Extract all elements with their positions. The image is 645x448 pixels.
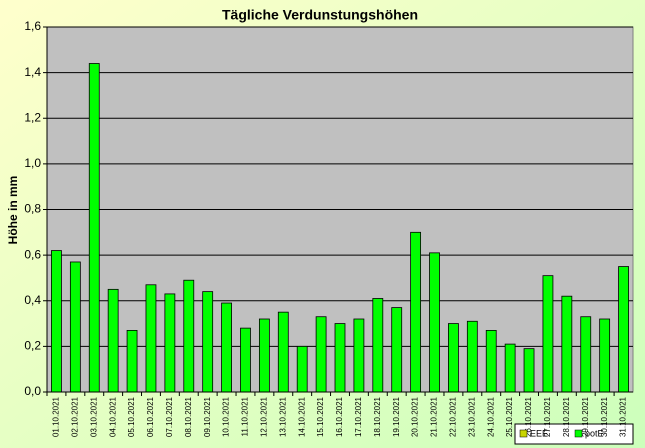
bar: [164, 293, 176, 393]
y-tick-label: 1,6: [24, 19, 41, 33]
x-tick-label: 02.10.2021: [70, 396, 79, 437]
y-tick-label: 0,4: [24, 293, 41, 307]
bar: [107, 288, 119, 393]
x-tick-label: 21.10.2021: [430, 396, 439, 437]
x-tick-label: 18.10.2021: [373, 396, 382, 437]
bar: [618, 266, 629, 393]
bar: [372, 298, 384, 393]
bar: [145, 284, 157, 393]
x-tick-label: 12.10.2021: [259, 396, 268, 437]
y-tick-label: 0,6: [24, 247, 41, 261]
x-tick-label: 14.10.2021: [297, 396, 306, 437]
x-tick-label: 29.10.2021: [581, 396, 590, 437]
x-tick-label: 05.10.2021: [127, 396, 136, 437]
x-tick-label: 20.10.2021: [411, 396, 420, 437]
bar: [202, 291, 214, 393]
bar: [599, 318, 611, 393]
x-tick-label: 01.10.2021: [52, 396, 61, 437]
legend-label: potE: [585, 428, 604, 438]
x-tick-label: 24.10.2021: [486, 396, 495, 437]
y-tick-label: 0,0: [24, 384, 41, 398]
x-tick-label: 27.10.2021: [543, 396, 552, 437]
bar: [542, 275, 554, 393]
x-tick-label: 28.10.2021: [562, 396, 571, 437]
legend: [514, 423, 634, 445]
x-tick-label: 22.10.2021: [449, 396, 458, 437]
bar: [296, 345, 308, 393]
bar: [523, 348, 535, 393]
bar: [277, 311, 289, 393]
x-tick-label: 07.10.2021: [165, 396, 174, 437]
bar: [315, 316, 327, 393]
y-tick-label: 1,4: [24, 65, 41, 79]
x-tick-label: 17.10.2021: [354, 396, 363, 437]
y-tick-label: 0,2: [24, 339, 41, 353]
x-tick-label: 08.10.2021: [184, 396, 193, 437]
bar: [580, 316, 592, 393]
bar: [466, 320, 478, 393]
bar: [258, 318, 270, 393]
x-tick-label: 16.10.2021: [335, 396, 344, 437]
y-tick-label: 1,0: [24, 156, 41, 170]
x-tick-label: 09.10.2021: [203, 396, 212, 437]
bar: [353, 318, 365, 393]
x-tick-label: 23.10.2021: [467, 396, 476, 437]
x-tick-label: 11.10.2021: [241, 396, 250, 436]
y-tick-label: 1,2: [24, 110, 41, 124]
x-tick-label: 06.10.2021: [146, 396, 155, 437]
legend-swatch: [519, 429, 528, 438]
x-tick-label: 10.10.2021: [222, 396, 231, 437]
legend-swatch: [574, 429, 583, 438]
bar: [504, 343, 516, 393]
bar: [429, 252, 440, 393]
bar: [240, 327, 251, 393]
bar: [51, 250, 62, 393]
x-tick-label: 25.10.2021: [505, 396, 514, 437]
x-tick-label: 13.10.2021: [278, 396, 287, 437]
legend-label: EEE: [530, 428, 548, 438]
x-tick-label: 15.10.2021: [316, 396, 325, 437]
y-axis-title: Höhe in mm: [6, 176, 20, 245]
bar: [561, 295, 573, 393]
bar: [126, 330, 138, 393]
bar: [183, 279, 195, 393]
bar: [334, 323, 346, 393]
bar: [221, 302, 232, 393]
bar: [69, 261, 81, 393]
y-tick-label: 0,8: [24, 202, 41, 216]
x-tick-label: 26.10.2021: [524, 396, 533, 437]
x-tick-label: 30.10.2021: [600, 396, 609, 437]
bar: [391, 307, 403, 393]
x-tick-label: 19.10.2021: [392, 396, 401, 437]
bar: [410, 231, 422, 393]
bar: [485, 330, 497, 393]
x-tick-label: 03.10.2021: [89, 396, 98, 437]
x-tick-label: 31.10.2021: [619, 396, 628, 437]
chart-title: Tägliche Verdunstungshöhen: [222, 7, 418, 23]
bar: [448, 323, 459, 393]
bar: [88, 63, 100, 393]
x-tick-label: 04.10.2021: [108, 396, 117, 437]
